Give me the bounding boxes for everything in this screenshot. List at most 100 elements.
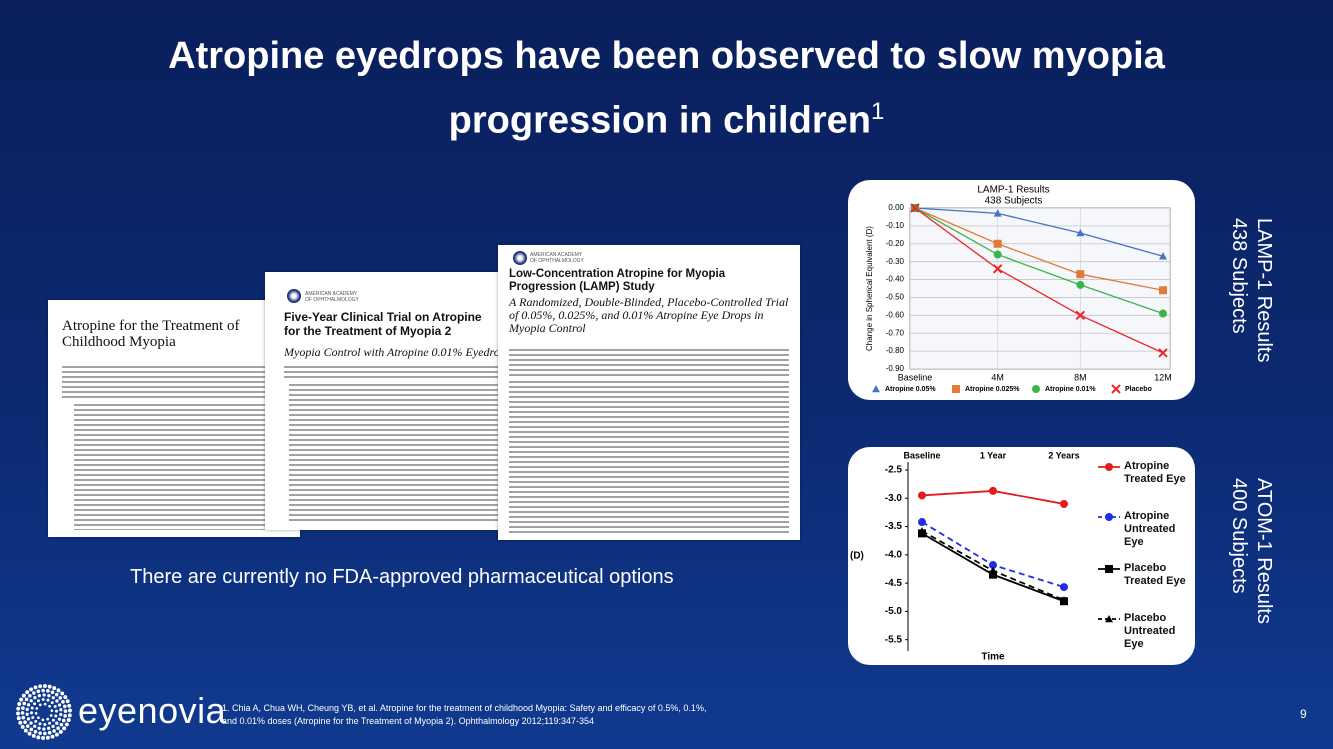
legend-label: Placebo Treated Eye: [1124, 562, 1186, 587]
logo-dot: [62, 726, 67, 731]
point: [1159, 252, 1167, 260]
point: [1076, 229, 1085, 237]
logo-dot: [21, 715, 26, 720]
y-tick-label: -4.0: [885, 549, 903, 560]
legend-label: Atropine 0.025%: [965, 386, 1020, 393]
logo-dot: [42, 693, 46, 697]
logo-dot: [63, 714, 67, 718]
point: [1159, 309, 1167, 318]
point: [1076, 280, 1085, 289]
logo-dot: [59, 708, 63, 712]
y-axis-label: (D): [850, 550, 864, 561]
logo-dot: [41, 736, 46, 740]
point: [918, 527, 926, 535]
paper: Atropine for the Treatment of Childhood …: [48, 300, 300, 537]
x-axis-label: Time: [981, 652, 1005, 663]
paper-title: Low-Concentration Atropine for Myopia Pr…: [509, 268, 726, 293]
x-tick-label: 1 Year: [980, 450, 1007, 460]
legend-swatch: [1032, 385, 1040, 393]
logo-dot: [16, 706, 21, 711]
logo-dot: [50, 709, 54, 713]
paper: AMERICAN ACADEMY OF OPHTHALMOLOGY Low-Co…: [498, 245, 800, 540]
legend-label: Atropine Untreated Eye: [1124, 510, 1176, 548]
logo-dot: [29, 727, 34, 732]
logo-dot: [35, 707, 39, 710]
series-line: [914, 207, 1164, 291]
title-text: Atropine eyedrops have been observed to …: [168, 35, 1165, 142]
chart: -2.5 -3.0 -3.5 -4.0 -4.5 -5.0 -5.5 Baseline 1 Ye…: [850, 450, 1120, 663]
point: [993, 209, 1002, 217]
x-tick-label: 4M: [991, 372, 1004, 382]
logo-dot: [21, 706, 25, 710]
logo-dot: [50, 701, 54, 705]
logo-dot: [36, 689, 41, 694]
series-line: [914, 207, 1164, 354]
point: [989, 566, 997, 574]
logo-dot: [46, 689, 50, 693]
paper-subtitle: Myopia Control with Atropine 0.01% Eyedr…: [284, 345, 498, 359]
logo-dot: [52, 729, 56, 733]
logo-dot: [51, 696, 55, 700]
side-label: LAMP-1 Results 438 Subjects: [1226, 218, 1276, 363]
logo-dot: [27, 731, 32, 736]
chart-title: LAMP-1 Results: [977, 185, 1049, 196]
logo-dot: [60, 691, 65, 696]
logo-dot: [43, 702, 47, 706]
chart-subtitle: 438 Subjects: [985, 196, 1043, 207]
y-tick-label: -0.30: [886, 257, 905, 266]
logo-dot: [54, 714, 58, 718]
series-line: [914, 207, 1164, 257]
point: [1159, 286, 1167, 295]
logo-dot: [55, 699, 59, 703]
logo-dot: [37, 693, 41, 698]
x-tick-label: 2 Years: [1048, 450, 1079, 460]
side-label-line: 438 Subjects: [1228, 218, 1250, 334]
logo-dot: [61, 700, 65, 704]
logo-dot: [42, 727, 46, 731]
logo-dot: [57, 703, 62, 707]
logo-dot: [67, 713, 72, 718]
logo-dot: [58, 729, 63, 734]
legend-swatch: [872, 385, 880, 393]
logo-dot: [16, 711, 21, 716]
point: [910, 203, 920, 213]
legend-label: Atropine 0.01%: [1045, 386, 1096, 393]
y-tick-label: -5.5: [885, 634, 903, 645]
logo-dot: [31, 716, 35, 720]
point: [1075, 310, 1086, 321]
logo-dot: [51, 724, 55, 729]
footnote: 1. Chia A, Chua WH, Cheung YB, et al. At…: [222, 703, 707, 726]
logo-dot: [38, 731, 42, 735]
logo-dot: [19, 697, 24, 702]
logo-dot: [23, 720, 27, 724]
logo-dot: [37, 726, 41, 730]
point: [989, 486, 997, 495]
logo-dot: [23, 728, 28, 733]
statement: There are currently no FDA-approved phar…: [130, 566, 674, 588]
x-tick-label: Baseline: [903, 450, 940, 460]
logo-dot: [48, 704, 51, 708]
logo-dot: [18, 720, 23, 725]
logo-dot: [36, 735, 41, 740]
logo-dot: [20, 724, 25, 729]
y-tick-label: -0.10: [886, 221, 905, 230]
point: [993, 239, 1002, 248]
logo-dot: [33, 695, 37, 700]
x-tick-label: 12M: [1154, 372, 1172, 382]
logo-dot: [38, 722, 42, 726]
logo-dot: [20, 711, 25, 715]
paper-title: Atropine for the Treatment of Childhood …: [62, 318, 240, 350]
logo-dot: [33, 685, 38, 690]
point: [1158, 348, 1168, 358]
logo-mark: [16, 684, 72, 740]
logo-dot: [66, 718, 71, 722]
logo-dot: [38, 684, 43, 689]
legend-swatch: [1105, 513, 1113, 521]
legend-swatch: [952, 385, 960, 393]
logo-dot: [63, 695, 68, 700]
y-tick-label: -0.50: [886, 293, 905, 302]
logo-dot: [67, 703, 72, 708]
logo-dot: [29, 687, 34, 692]
